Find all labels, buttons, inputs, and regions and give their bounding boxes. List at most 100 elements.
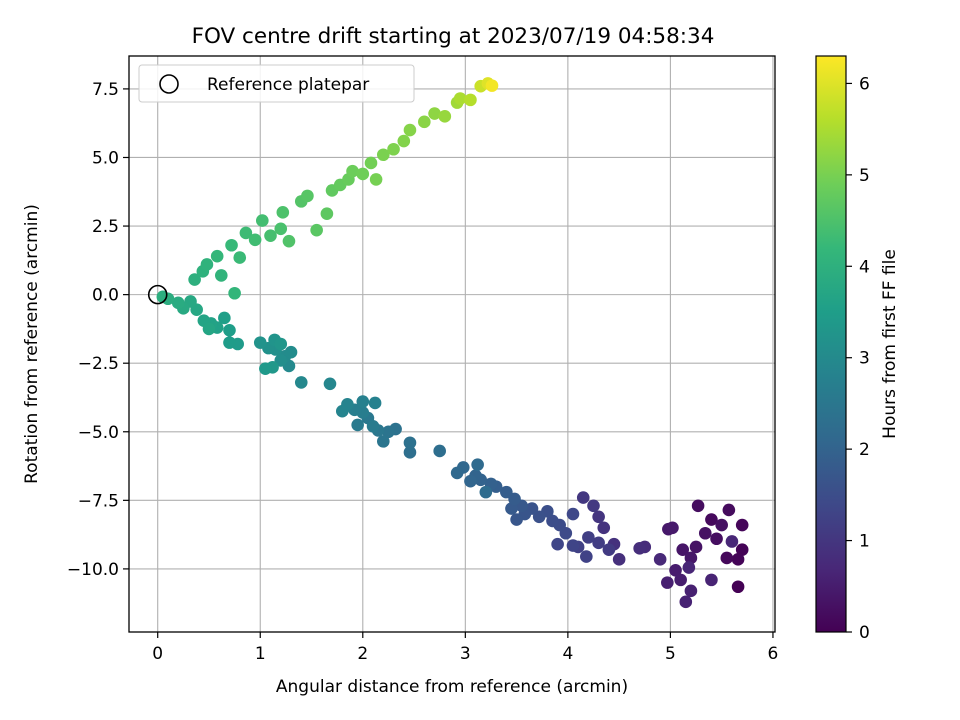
data-point xyxy=(612,553,626,566)
data-point xyxy=(223,336,236,349)
data-point xyxy=(282,234,296,248)
y-ticks: −10.0 −7.5 −5.0 −2.5 0.0 2.5 5.0 7.5 xyxy=(67,80,129,580)
colorbar-gradient xyxy=(815,55,847,633)
data-point xyxy=(485,79,499,92)
x-tick-label: 3 xyxy=(460,644,471,664)
data-point xyxy=(214,269,228,282)
data-point xyxy=(228,286,241,300)
data-point xyxy=(351,418,364,432)
data-point xyxy=(346,164,359,178)
data-point xyxy=(689,540,703,554)
y-tick-label: −5.0 xyxy=(78,423,119,443)
legend-box xyxy=(138,64,415,103)
colorbar-ticks: 0 1 2 3 4 5 6 xyxy=(846,74,870,643)
data-point xyxy=(684,584,698,598)
x-tick-label: 4 xyxy=(562,644,573,664)
data-point xyxy=(602,543,616,557)
data-point xyxy=(210,249,224,263)
data-point xyxy=(387,142,400,156)
data-point xyxy=(188,273,201,286)
data-point xyxy=(731,580,745,594)
data-point xyxy=(566,507,580,521)
data-point xyxy=(294,376,308,389)
data-point xyxy=(369,173,383,186)
data-point xyxy=(284,345,298,359)
y-tick-label: −10.0 xyxy=(67,560,119,580)
reference-marker xyxy=(147,284,168,305)
data-point xyxy=(666,521,679,535)
data-point xyxy=(428,107,441,120)
colorbar-tick-label: 6 xyxy=(859,74,870,94)
data-point xyxy=(500,485,513,499)
points xyxy=(156,77,749,609)
data-point xyxy=(335,404,349,418)
data-point xyxy=(259,362,272,375)
data-point xyxy=(171,296,185,310)
data-point xyxy=(418,115,431,129)
chart-title: FOV centre drift starting at 2023/07/19 … xyxy=(192,24,715,49)
data-point xyxy=(464,93,477,107)
y-tick-label: 2.5 xyxy=(92,217,119,237)
colorbar-tick-label: 0 xyxy=(859,623,870,643)
data-point xyxy=(669,563,682,577)
data-point xyxy=(376,435,390,448)
data-point xyxy=(580,550,593,563)
data-point xyxy=(510,513,523,526)
data-point xyxy=(301,189,314,203)
colorbar: 0 1 2 3 4 5 6 Hours from first FF file xyxy=(815,55,900,643)
data-point xyxy=(256,214,269,227)
data-point xyxy=(633,542,646,555)
y-axis-label: Rotation from reference (arcmin) xyxy=(22,204,42,484)
data-point xyxy=(274,337,288,351)
x-axis-label: Angular distance from reference (arcmin) xyxy=(276,677,628,697)
data-point xyxy=(735,518,749,532)
data-point xyxy=(356,395,370,408)
data-point xyxy=(264,229,277,242)
data-point xyxy=(505,502,518,515)
data-point xyxy=(253,336,267,349)
data-point xyxy=(320,207,334,221)
x-tick-label: 2 xyxy=(357,644,368,664)
data-point xyxy=(698,526,712,540)
data-point xyxy=(731,553,745,566)
data-point xyxy=(223,323,236,337)
data-point xyxy=(592,536,605,550)
data-point xyxy=(233,251,247,264)
data-point xyxy=(433,444,446,458)
data-point xyxy=(720,551,734,565)
data-point xyxy=(366,419,380,433)
data-point xyxy=(725,535,739,548)
data-point xyxy=(356,167,370,181)
data-point xyxy=(682,561,696,574)
data-point xyxy=(464,474,477,488)
data-point xyxy=(691,499,705,513)
data-point xyxy=(582,531,595,544)
data-point xyxy=(202,322,216,336)
data-point xyxy=(597,521,611,535)
legend-entry-label: Reference platepar xyxy=(207,75,369,95)
data-point xyxy=(376,148,390,162)
colorbar-tick-label: 4 xyxy=(859,257,870,277)
y-tick-label: 5.0 xyxy=(92,148,119,168)
data-point xyxy=(323,377,337,391)
data-point xyxy=(218,311,231,325)
legend: Reference platepar xyxy=(138,64,415,103)
colorbar-tick-label: 1 xyxy=(859,532,870,552)
y-tick-label: −2.5 xyxy=(78,354,119,374)
data-point xyxy=(471,458,484,471)
data-point xyxy=(722,503,736,517)
plot-area xyxy=(128,55,776,633)
colorbar-tick-label: 5 xyxy=(859,166,870,186)
data-point xyxy=(679,595,693,609)
data-point xyxy=(225,238,238,252)
data-point xyxy=(479,485,493,499)
colorbar-tick-label: 2 xyxy=(859,440,870,460)
data-point xyxy=(532,510,546,524)
data-point xyxy=(248,233,262,247)
data-point xyxy=(274,222,288,236)
data-point xyxy=(382,425,395,439)
legend-marker-icon xyxy=(159,74,179,94)
data-point xyxy=(576,491,590,504)
